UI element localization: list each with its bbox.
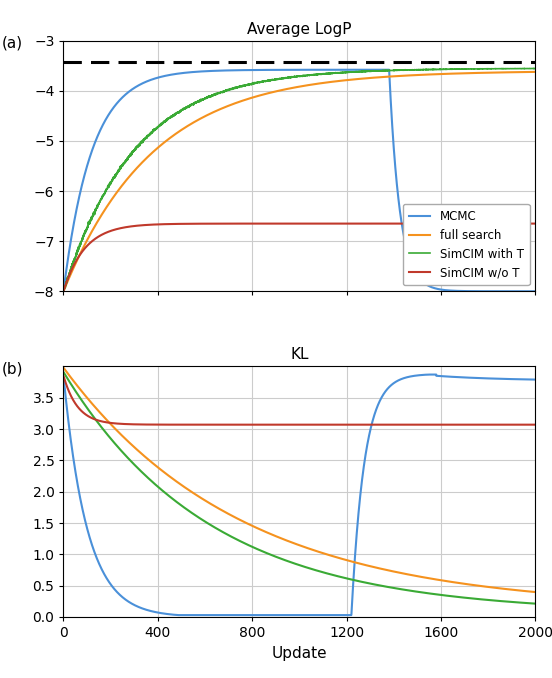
full search — [262, 89, 269, 98]
MCMC — [284, 66, 291, 74]
SimCIM with T — [403, 586, 410, 594]
MCMC — [262, 611, 269, 619]
SimCIM w/o T — [530, 420, 537, 428]
SimCIM with T — [532, 599, 539, 607]
Line: SimCIM w/o T: SimCIM w/o T — [63, 224, 535, 290]
SimCIM w/o T — [532, 220, 539, 228]
SimCIM with T — [61, 286, 67, 294]
full search — [403, 71, 410, 79]
MCMC — [518, 287, 524, 296]
Title: Average LogP: Average LogP — [247, 22, 352, 37]
SimCIM w/o T — [494, 420, 501, 428]
full search — [494, 584, 501, 592]
MCMC — [386, 66, 392, 74]
MCMC — [403, 244, 410, 252]
full search — [258, 526, 265, 534]
Line: full search: full search — [63, 368, 535, 592]
full search — [60, 364, 67, 372]
SimCIM w/o T — [284, 420, 291, 428]
MCMC — [518, 375, 524, 383]
SimCIM w/o T — [258, 420, 265, 428]
MCMC — [426, 370, 432, 378]
MCMC — [532, 287, 539, 296]
full search — [532, 588, 539, 596]
SimCIM with T — [258, 547, 265, 555]
Text: (a): (a) — [2, 36, 23, 51]
Line: SimCIM with T: SimCIM with T — [63, 372, 535, 603]
full search — [258, 91, 265, 99]
SimCIM w/o T — [494, 220, 501, 228]
full search — [284, 85, 291, 93]
SimCIM with T — [494, 597, 501, 605]
SimCIM with T — [285, 74, 291, 82]
MCMC — [495, 375, 501, 383]
SimCIM w/o T — [518, 220, 524, 228]
full search — [532, 68, 539, 76]
SimCIM with T — [494, 64, 501, 73]
full search — [284, 537, 291, 545]
MCMC — [494, 287, 501, 296]
SimCIM with T — [403, 66, 410, 74]
SimCIM with T — [60, 286, 67, 294]
SimCIM with T — [518, 599, 524, 607]
SimCIM w/o T — [60, 372, 67, 380]
SimCIM w/o T — [60, 286, 67, 294]
Legend: MCMC, full search, SimCIM with T, SimCIM w/o T: MCMC, full search, SimCIM with T, SimCIM… — [403, 204, 529, 285]
Title: KL: KL — [290, 347, 309, 363]
SimCIM w/o T — [284, 220, 291, 228]
Text: (b): (b) — [2, 361, 24, 376]
MCMC — [258, 66, 265, 74]
MCMC — [285, 611, 291, 619]
MCMC — [403, 374, 410, 382]
full search — [518, 586, 524, 595]
SimCIM with T — [284, 557, 291, 565]
SimCIM w/o T — [258, 220, 265, 228]
SimCIM w/o T — [532, 420, 539, 428]
SimCIM with T — [60, 368, 67, 376]
MCMC — [175, 611, 182, 619]
full search — [518, 68, 524, 76]
MCMC — [60, 374, 67, 382]
MCMC — [259, 611, 266, 619]
SimCIM with T — [259, 78, 266, 86]
SimCIM with T — [262, 77, 269, 85]
SimCIM w/o T — [403, 220, 410, 228]
SimCIM with T — [518, 64, 524, 73]
MCMC — [262, 66, 269, 74]
full search — [494, 68, 501, 77]
Line: SimCIM w/o T: SimCIM w/o T — [63, 376, 535, 424]
Line: SimCIM with T: SimCIM with T — [63, 68, 535, 290]
full search — [60, 287, 67, 295]
SimCIM with T — [530, 64, 537, 73]
full search — [403, 570, 410, 578]
SimCIM w/o T — [518, 420, 524, 428]
SimCIM w/o T — [403, 420, 410, 428]
SimCIM with T — [262, 549, 269, 557]
SimCIM w/o T — [262, 220, 269, 228]
MCMC — [60, 285, 67, 294]
SimCIM with T — [532, 64, 539, 73]
X-axis label: Update: Update — [272, 645, 327, 660]
Line: MCMC: MCMC — [63, 374, 535, 615]
SimCIM w/o T — [262, 420, 269, 428]
Line: MCMC: MCMC — [63, 70, 535, 292]
Line: full search: full search — [63, 72, 535, 291]
MCMC — [532, 376, 539, 384]
full search — [262, 527, 269, 536]
